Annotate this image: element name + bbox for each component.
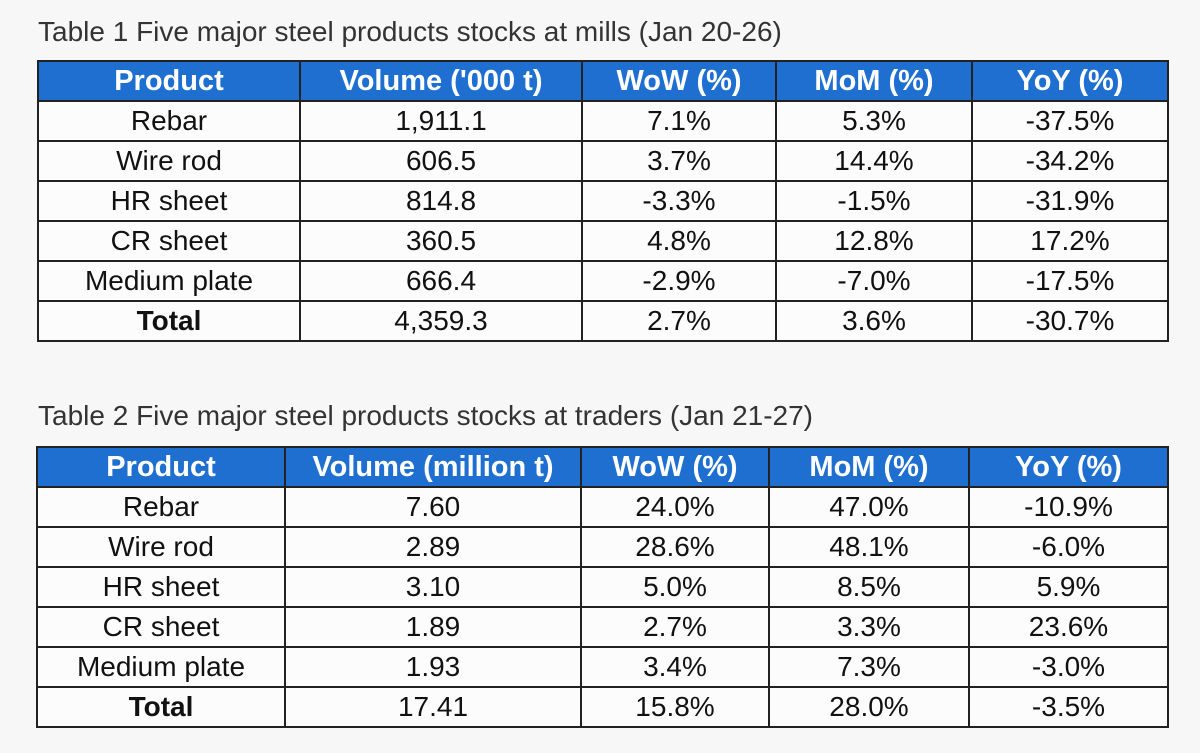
table2-caption: Table 2 Five major steel products stocks… <box>38 400 814 431</box>
table-row: Medium plate 666.4 -2.9% -7.0% -17.5% <box>37 260 1169 302</box>
cell-wow: 28.6% <box>580 526 770 568</box>
column-header-yoy: YoY (%) <box>968 446 1169 488</box>
cell-volume: 3.10 <box>284 566 582 608</box>
cell-volume: 606.5 <box>299 140 583 182</box>
cell-volume: 1.93 <box>284 646 582 688</box>
table1-header-row: Product Volume ('000 t) WoW (%) MoM (%) … <box>37 60 1169 102</box>
cell-yoy: -6.0% <box>968 526 1169 568</box>
cell-volume: 2.89 <box>284 526 582 568</box>
cell-wow: 15.8% <box>580 686 770 728</box>
cell-mom: 3.3% <box>768 606 970 648</box>
column-header-mom: MoM (%) <box>775 60 973 102</box>
cell-mom: 12.8% <box>775 220 973 262</box>
cell-wow: 24.0% <box>580 486 770 528</box>
cell-product: HR sheet <box>36 566 286 608</box>
cell-mom: 5.3% <box>775 100 973 142</box>
table-row: CR sheet 360.5 4.8% 12.8% 17.2% <box>37 220 1169 262</box>
cell-yoy: 17.2% <box>971 220 1169 262</box>
cell-product: HR sheet <box>37 180 301 222</box>
cell-mom: 48.1% <box>768 526 970 568</box>
cell-yoy: 23.6% <box>968 606 1169 648</box>
cell-product-total: Total <box>36 686 286 728</box>
cell-product: Rebar <box>36 486 286 528</box>
cell-mom: 8.5% <box>768 566 970 608</box>
cell-yoy: -30.7% <box>971 300 1169 342</box>
column-header-product: Product <box>36 446 286 488</box>
table-total-row: Total 17.41 15.8% 28.0% -3.5% <box>36 686 1169 728</box>
table2-trader-stocks: Product Volume (million t) WoW (%) MoM (… <box>36 446 1169 728</box>
cell-volume: 360.5 <box>299 220 583 262</box>
cell-yoy: -10.9% <box>968 486 1169 528</box>
cell-wow: 3.7% <box>581 140 777 182</box>
table-row: Rebar 7.60 24.0% 47.0% -10.9% <box>36 486 1169 528</box>
table-row: HR sheet 814.8 -3.3% -1.5% -31.9% <box>37 180 1169 222</box>
cell-volume: 666.4 <box>299 260 583 302</box>
column-header-volume: Volume (million t) <box>284 446 582 488</box>
cell-mom: -1.5% <box>775 180 973 222</box>
cell-product: Wire rod <box>36 526 286 568</box>
table-row: Wire rod 606.5 3.7% 14.4% -34.2% <box>37 140 1169 182</box>
cell-wow: -3.3% <box>581 180 777 222</box>
cell-yoy: -17.5% <box>971 260 1169 302</box>
table-total-row: Total 4,359.3 2.7% 3.6% -30.7% <box>37 300 1169 342</box>
cell-wow: 2.7% <box>581 300 777 342</box>
cell-wow: 5.0% <box>580 566 770 608</box>
table-row: Medium plate 1.93 3.4% 7.3% -3.0% <box>36 646 1169 688</box>
table-row: Wire rod 2.89 28.6% 48.1% -6.0% <box>36 526 1169 568</box>
cell-mom: 14.4% <box>775 140 973 182</box>
cell-mom: -7.0% <box>775 260 973 302</box>
cell-volume: 814.8 <box>299 180 583 222</box>
cell-mom: 47.0% <box>768 486 970 528</box>
cell-product: Rebar <box>37 100 301 142</box>
table1-mill-stocks: Product Volume ('000 t) WoW (%) MoM (%) … <box>37 60 1169 342</box>
cell-wow: 4.8% <box>581 220 777 262</box>
column-header-volume: Volume ('000 t) <box>299 60 583 102</box>
cell-wow: 7.1% <box>581 100 777 142</box>
cell-product: Wire rod <box>37 140 301 182</box>
cell-wow: -2.9% <box>581 260 777 302</box>
column-header-yoy: YoY (%) <box>971 60 1169 102</box>
cell-volume: 1,911.1 <box>299 100 583 142</box>
table-row: CR sheet 1.89 2.7% 3.3% 23.6% <box>36 606 1169 648</box>
cell-product: Medium plate <box>36 646 286 688</box>
cell-yoy: -37.5% <box>971 100 1169 142</box>
cell-product: Medium plate <box>37 260 301 302</box>
cell-yoy: -31.9% <box>971 180 1169 222</box>
cell-volume: 7.60 <box>284 486 582 528</box>
cell-volume: 17.41 <box>284 686 582 728</box>
cell-volume: 1.89 <box>284 606 582 648</box>
cell-product: CR sheet <box>37 220 301 262</box>
table-row: Rebar 1,911.1 7.1% 5.3% -37.5% <box>37 100 1169 142</box>
table2-header-row: Product Volume (million t) WoW (%) MoM (… <box>36 446 1169 488</box>
column-header-mom: MoM (%) <box>768 446 970 488</box>
cell-volume: 4,359.3 <box>299 300 583 342</box>
cell-wow: 2.7% <box>580 606 770 648</box>
column-header-wow: WoW (%) <box>580 446 770 488</box>
cell-wow: 3.4% <box>580 646 770 688</box>
cell-product: CR sheet <box>36 606 286 648</box>
cell-product-total: Total <box>37 300 301 342</box>
cell-mom: 28.0% <box>768 686 970 728</box>
column-header-wow: WoW (%) <box>581 60 777 102</box>
table-row: HR sheet 3.10 5.0% 8.5% 5.9% <box>36 566 1169 608</box>
column-header-product: Product <box>37 60 301 102</box>
cell-yoy: 5.9% <box>968 566 1169 608</box>
cell-mom: 3.6% <box>775 300 973 342</box>
table1-caption: Table 1 Five major steel products stocks… <box>38 16 782 47</box>
cell-yoy: -3.5% <box>968 686 1169 728</box>
cell-yoy: -3.0% <box>968 646 1169 688</box>
cell-yoy: -34.2% <box>971 140 1169 182</box>
cell-mom: 7.3% <box>768 646 970 688</box>
